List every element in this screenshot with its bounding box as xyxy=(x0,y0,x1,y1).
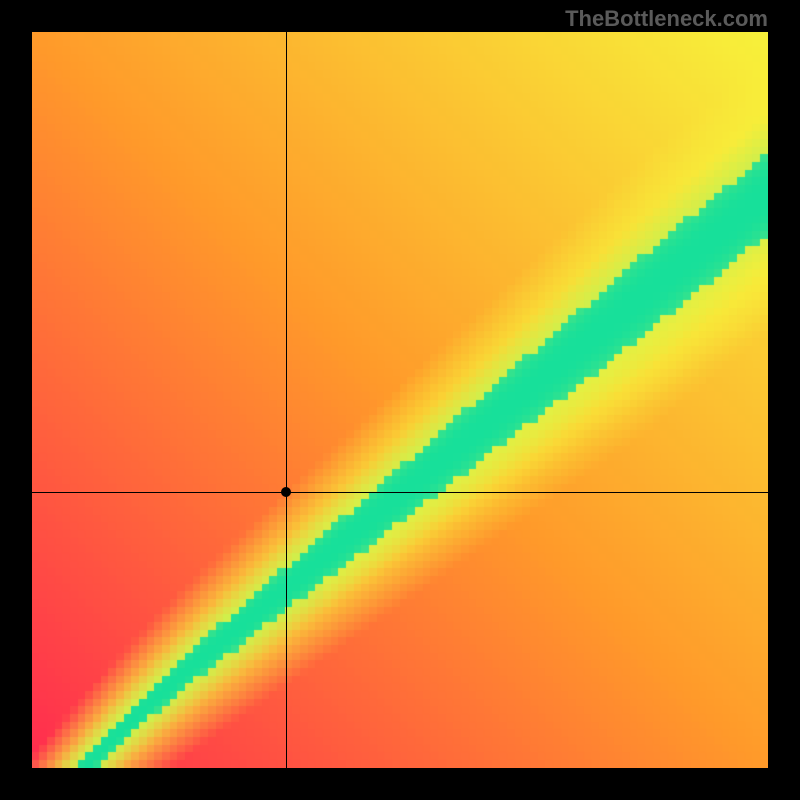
watermark-text: TheBottleneck.com xyxy=(565,6,768,32)
crosshair-horizontal-line xyxy=(32,492,768,493)
crosshair-dot xyxy=(281,487,291,497)
heatmap-canvas xyxy=(32,32,768,768)
plot-frame xyxy=(32,32,768,768)
crosshair-vertical-line xyxy=(286,32,287,768)
